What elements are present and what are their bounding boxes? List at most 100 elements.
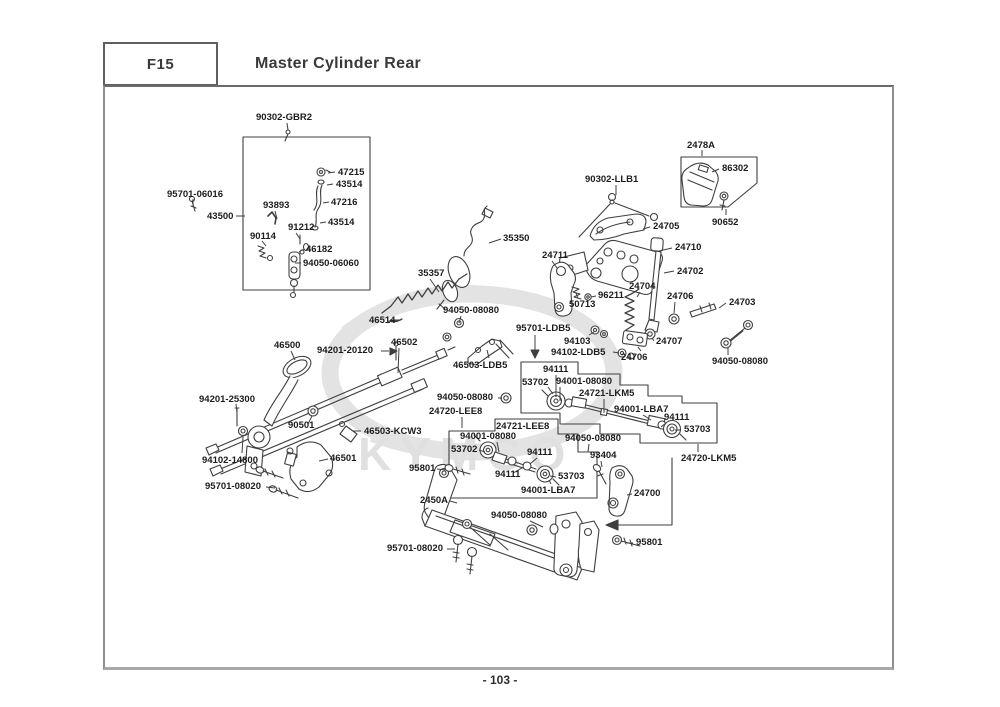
- part-label-90501: 90501: [288, 420, 315, 431]
- part-label-24707: 24707: [656, 336, 683, 347]
- leader-line: [478, 449, 486, 453]
- leader-line: [265, 486, 276, 489]
- leader-line: [587, 443, 590, 453]
- rod-bracket-drawing: [442, 317, 514, 404]
- part-label-47215: 47215: [338, 167, 365, 178]
- leader-line: [241, 436, 244, 454]
- part-label-95701-06016: 95701-06016: [167, 189, 223, 200]
- leader-line: [327, 171, 336, 174]
- part-label-53702: 53702: [522, 377, 549, 388]
- part-label-94001-08080: 94001-08080: [460, 431, 516, 442]
- shift-knob-drawing: [681, 162, 729, 211]
- part-label-94102-ldb5: 94102-LDB5: [551, 347, 606, 358]
- part-label-53703: 53703: [684, 424, 711, 435]
- part-label-94103: 94103: [564, 336, 591, 347]
- leader-line: [307, 415, 313, 425]
- part-label-94111: 94111: [527, 447, 553, 458]
- part-label-94001-lba7: 94001-LBA7: [614, 404, 669, 415]
- leader-line: [626, 493, 633, 496]
- part-label-94050-06060: 94050-06060: [303, 258, 359, 269]
- leader-line: [529, 457, 538, 465]
- part-label-86302: 86302: [722, 163, 749, 174]
- leader-line: [397, 347, 400, 374]
- part-label-24703: 24703: [729, 297, 756, 308]
- leader-line: [488, 238, 502, 244]
- leader-line: [529, 520, 544, 528]
- part-label-90652: 90652: [712, 217, 739, 228]
- part-label-94050-08080: 94050-08080: [437, 392, 493, 403]
- leader-line: [658, 247, 673, 252]
- leader-line: [711, 168, 720, 173]
- leader-line: [436, 468, 447, 471]
- part-label-46503-kcw3: 46503-KCW3: [364, 426, 422, 437]
- leader-line: [575, 292, 579, 299]
- tie-rod-lee8-drawing: [473, 434, 560, 486]
- mounting-bolts-drawing: [444, 464, 641, 575]
- part-label-95801: 95801: [636, 537, 663, 548]
- brake-light-switch-drawing: [436, 205, 494, 310]
- part-label-24720-lkm5: 24720-LKM5: [681, 453, 737, 464]
- leader-line: [547, 386, 554, 395]
- leader-line: [549, 475, 557, 478]
- leader-line: [642, 226, 651, 230]
- leader-line: [718, 302, 727, 309]
- part-label-94201-20120: 94201-20120: [317, 345, 373, 356]
- leader-line: [326, 183, 334, 186]
- brake-pedal-drawing: [244, 355, 312, 477]
- leader-line: [286, 122, 289, 131]
- group-box-master-cylinder-kit: [242, 136, 371, 291]
- part-label-24710: 24710: [675, 242, 702, 253]
- part-label-24711: 24711: [542, 250, 568, 261]
- part-label-24721-lee8: 24721-LEE8: [496, 421, 550, 432]
- leader-line: [290, 350, 296, 361]
- part-label-90302-llb1: 90302-LLB1: [585, 174, 639, 185]
- part-label-24702: 24702: [677, 266, 704, 277]
- part-label-35350: 35350: [503, 233, 530, 244]
- leader-line: [429, 278, 440, 293]
- leader-line: [449, 500, 458, 504]
- part-label-35357: 35357: [418, 268, 445, 279]
- part-label-46503-ldb5: 46503-LDB5: [453, 360, 508, 371]
- part-label-53702: 53702: [451, 444, 478, 455]
- leader-line: [551, 260, 558, 269]
- leader-line: [235, 403, 238, 413]
- part-label-2450a: 2450A: [420, 495, 448, 506]
- leader-line: [261, 240, 267, 247]
- leader-line: [642, 414, 652, 421]
- part-label-24705: 24705: [653, 221, 680, 232]
- leader-line: [660, 422, 667, 428]
- part-label-94050-08080: 94050-08080: [565, 433, 621, 444]
- part-label-94201-25300: 94201-25300: [199, 394, 255, 405]
- part-label-94050-08080: 94050-08080: [443, 305, 499, 316]
- page-title: Master Cylinder Rear: [255, 55, 422, 72]
- part-label-24721-lkm5: 24721-LKM5: [579, 388, 635, 399]
- part-label-94111: 94111: [543, 364, 569, 375]
- part-label-46502: 46502: [391, 337, 418, 348]
- master-cylinder-repair-kit-parts: [188, 129, 331, 299]
- leader-line: [486, 349, 490, 359]
- part-label-94111: 94111: [495, 469, 521, 480]
- part-label-95701-08020: 95701-08020: [205, 481, 261, 492]
- part-label-94001-lba7: 94001-LBA7: [521, 485, 576, 496]
- leader-line: [651, 337, 655, 342]
- leader-line: [590, 295, 597, 298]
- page-number: - 103 -: [482, 673, 518, 687]
- part-label-24720-lee8: 24720-LEE8: [429, 406, 483, 417]
- part-label-94102-14800: 94102-14800: [202, 455, 258, 466]
- part-label-24704: 24704: [629, 281, 656, 292]
- leader-line: [298, 248, 305, 253]
- part-label-95701-ldb5: 95701-LDB5: [516, 323, 571, 334]
- push-rod-drawing: [571, 237, 754, 360]
- leader-line: [322, 201, 330, 204]
- group-box-knob-2478a: [680, 156, 758, 208]
- part-label-50713: 50713: [569, 299, 596, 310]
- leader-line: [636, 291, 641, 298]
- part-label-46514: 46514: [369, 315, 396, 326]
- part-label-46500: 46500: [274, 340, 301, 351]
- part-label-94050-08080: 94050-08080: [491, 510, 547, 521]
- direction-arrows: [389, 347, 673, 531]
- part-label-95801: 95801: [409, 463, 436, 474]
